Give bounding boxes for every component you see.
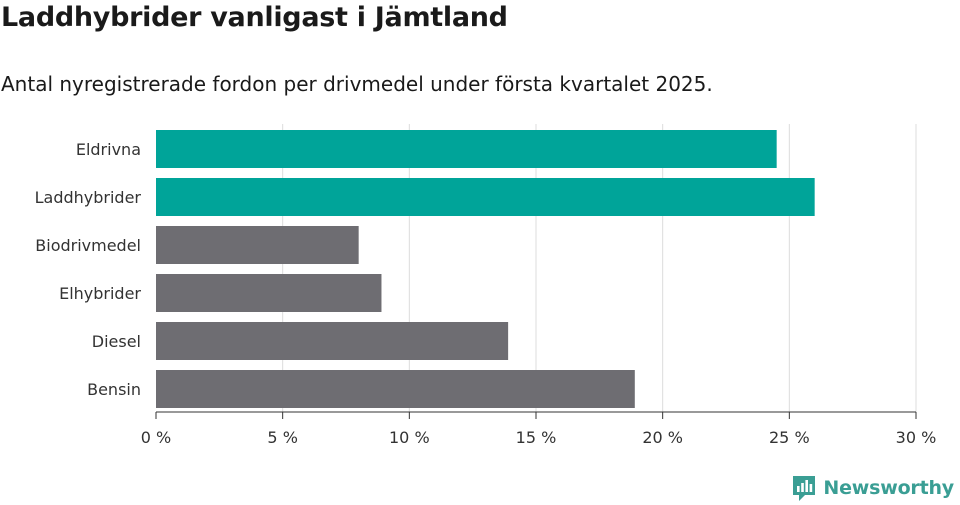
bar [156,370,635,408]
bar [156,274,382,312]
brand-logo: Newsworthy [791,474,954,502]
category-label: Laddhybrider [35,188,142,207]
x-tick-label: 30 % [896,428,937,447]
category-label: Eldrivna [76,140,141,159]
brand-name: Newsworthy [823,477,954,499]
category-label: Bensin [87,380,141,399]
x-tick-label: 10 % [389,428,430,447]
category-label: Diesel [92,332,141,351]
x-tick-label: 5 % [267,428,297,447]
x-tick-label: 0 % [141,428,171,447]
category-label: Elhybrider [59,284,141,303]
bar [156,178,815,216]
chart-subtitle: Antal nyregistrerade fordon per drivmede… [1,72,713,96]
bar [156,226,359,264]
category-label: Biodrivmedel [35,236,141,255]
newsworthy-logo-icon [793,476,816,501]
bar [156,130,777,168]
x-tick-label: 15 % [516,428,557,447]
x-tick-label: 25 % [769,428,810,447]
bar [156,322,509,360]
chart-title: Laddhybrider vanligast i Jämtland [1,2,508,33]
x-tick-label: 20 % [642,428,683,447]
